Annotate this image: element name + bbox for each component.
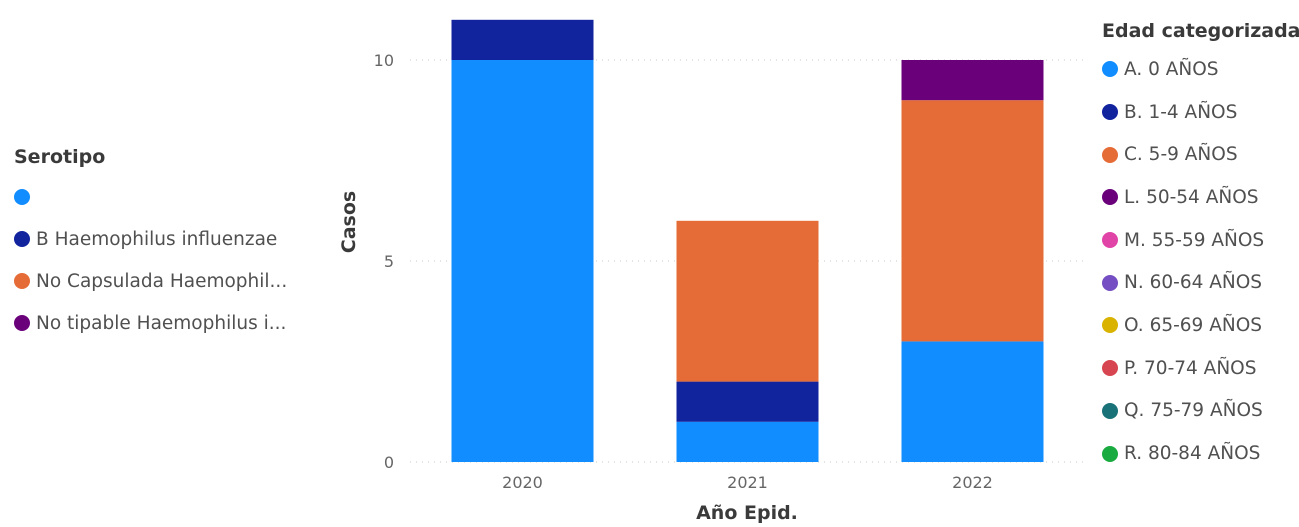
legend-item	[14, 176, 334, 218]
legend-dot-icon	[1102, 189, 1118, 206]
legend-item: N. 60-64 AÑOS	[1102, 261, 1299, 304]
legend-item-label: A. 0 AÑOS	[1124, 58, 1219, 80]
x-axis-title: Año Epid.	[696, 502, 798, 524]
legend-dot-icon	[1102, 360, 1118, 377]
legend-dot-icon	[1102, 104, 1118, 121]
serotipo-legend-items: B Haemophilus influenzae No Capsulada Hae…	[14, 176, 334, 344]
legend-dot-icon	[14, 231, 30, 247]
legend-dot-icon	[1102, 61, 1118, 78]
y-tick-label: 10	[374, 51, 394, 70]
legend-item: B Haemophilus influenzae	[14, 218, 334, 260]
legend-item-label: N. 60-64 AÑOS	[1124, 272, 1263, 294]
legend-item-label: No tipable Haemophilus i...	[36, 312, 287, 334]
legend-item: L. 50-54 AÑOS	[1102, 176, 1299, 219]
y-axis-title: Casos	[338, 191, 360, 253]
legend-item: O. 65-69 AÑOS	[1102, 304, 1299, 347]
legend-item: Q. 75-79 AÑOS	[1102, 390, 1299, 433]
legend-dot-icon	[14, 189, 30, 205]
serotipo-legend: Serotipo B Haemophilus influenzae No Caps…	[14, 146, 334, 344]
legend-item-label: B. 1-4 AÑOS	[1124, 101, 1238, 123]
legend-item-label: O. 65-69 AÑOS	[1124, 314, 1263, 336]
edad-legend-items: A. 0 AÑOS B. 1-4 AÑOS C. 5-9 AÑOS L. 50-54 …	[1102, 48, 1299, 475]
x-tick-label: 2020	[502, 473, 543, 492]
legend-item: R. 80-84 AÑOS	[1102, 432, 1299, 475]
legend-dot-icon	[14, 273, 30, 289]
legend-item-label: C. 5-9 AÑOS	[1124, 144, 1238, 166]
bar-segment	[451, 60, 594, 462]
legend-dot-icon	[1102, 232, 1118, 249]
legend-dot-icon	[1102, 146, 1118, 163]
bar-segment	[451, 19, 594, 60]
bar-segment	[901, 60, 1044, 101]
legend-item-label: B Haemophilus influenzae	[36, 228, 278, 250]
legend-item: C. 5-9 AÑOS	[1102, 133, 1299, 176]
y-tick-label: 5	[384, 252, 394, 271]
legend-item: No Capsulada Haemophil...	[14, 260, 334, 302]
legend-dot-icon	[1102, 317, 1118, 334]
legend-item: B. 1-4 AÑOS	[1102, 91, 1299, 134]
legend-item-label: M. 55-59 AÑOS	[1124, 229, 1265, 251]
legend-item-label: Q. 75-79 AÑOS	[1124, 400, 1263, 422]
bar-segment	[676, 220, 819, 382]
legend-dot-icon	[1102, 274, 1118, 291]
bar-segment	[676, 421, 819, 462]
legend-item-label: L. 50-54 AÑOS	[1124, 186, 1259, 208]
legend-dot-icon	[1102, 445, 1118, 462]
edad-legend: Edad categorizada A. 0 AÑOS B. 1-4 AÑOS C.…	[1102, 20, 1299, 475]
legend-item: P. 70-74 AÑOS	[1102, 347, 1299, 390]
edad-legend-title: Edad categorizada	[1102, 20, 1299, 42]
legend-item-label: P. 70-74 AÑOS	[1124, 357, 1257, 379]
bar-segment	[901, 100, 1044, 342]
serotipo-legend-title: Serotipo	[14, 146, 106, 168]
x-tick-label: 2022	[952, 473, 993, 492]
legend-dot-icon	[1102, 402, 1118, 419]
bar-segment	[676, 381, 819, 422]
legend-item: A. 0 AÑOS	[1102, 48, 1299, 91]
bar-segment	[901, 341, 1044, 462]
legend-item-label: No Capsulada Haemophil...	[36, 270, 288, 292]
legend-dot-icon	[14, 315, 30, 331]
legend-item: No tipable Haemophilus i...	[14, 302, 334, 344]
y-tick-label: 0	[384, 453, 394, 472]
legend-item-label: R. 80-84 AÑOS	[1124, 443, 1261, 465]
x-tick-label: 2021	[727, 473, 768, 492]
legend-item: M. 55-59 AÑOS	[1102, 219, 1299, 262]
